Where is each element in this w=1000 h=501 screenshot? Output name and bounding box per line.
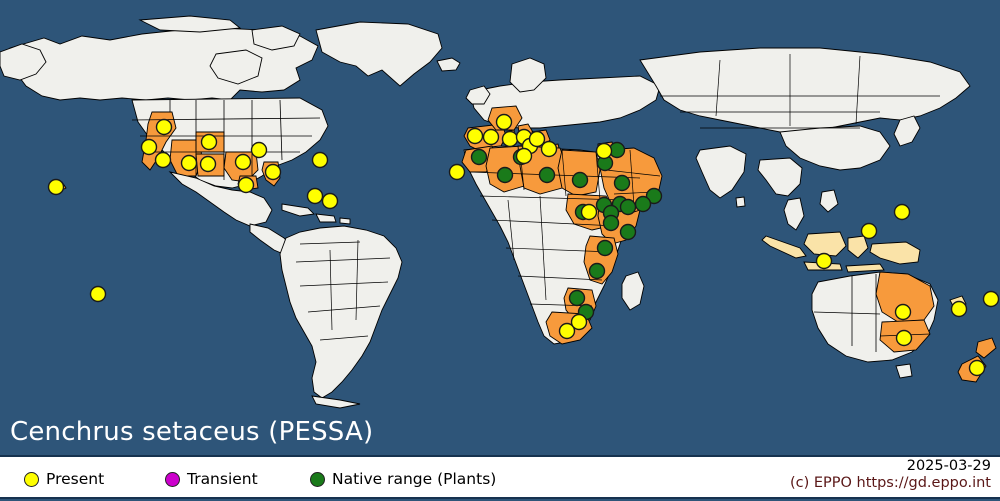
cuba [281, 203, 315, 217]
present-markers[interactable] [47, 113, 1000, 377]
present-marker[interactable] [321, 192, 339, 210]
present-marker[interactable] [540, 140, 558, 158]
legend-item-present[interactable]: Present [24, 469, 104, 489]
mexico [168, 171, 273, 227]
indonesia-borneo [803, 231, 847, 257]
native-marker[interactable] [568, 289, 586, 307]
present-marker[interactable] [982, 290, 1000, 308]
lesser-sunda-islands [845, 263, 885, 273]
native-marker[interactable] [602, 214, 620, 232]
present-marker[interactable] [815, 252, 833, 270]
present-marker[interactable] [180, 154, 198, 172]
baffin-island [251, 25, 301, 51]
malay-peninsula [783, 197, 805, 231]
southeast-asia [757, 157, 803, 197]
present-marker[interactable] [47, 178, 65, 196]
credit-block: 2025-03-29 (c) EPPO https://gd.eppo.int [790, 458, 991, 492]
present-marker[interactable] [200, 133, 218, 151]
new-zealand-north [975, 337, 997, 359]
present-marker[interactable] [199, 155, 217, 173]
present-marker[interactable] [895, 329, 913, 347]
native-marker[interactable] [496, 166, 514, 184]
map-source-link[interactable]: (c) EPPO https://gd.eppo.int [789, 474, 991, 491]
native-marker[interactable] [645, 187, 663, 205]
indonesia-sulawesi [847, 235, 869, 259]
hudson-bay-cut [209, 49, 263, 85]
present-marker[interactable] [501, 130, 519, 148]
present-marker[interactable] [894, 303, 912, 321]
legend-label-native-range: Native range (Plants) [332, 470, 497, 488]
greenland [315, 21, 443, 87]
map-title-bar: Cenchrus setaceus (PESSA) [0, 411, 1000, 455]
native-marker[interactable] [619, 198, 637, 216]
native-marker[interactable] [619, 223, 637, 241]
present-marker[interactable] [466, 127, 484, 145]
japan [893, 115, 921, 147]
native-marker[interactable] [634, 195, 652, 213]
legend-item-transient[interactable]: Transient [165, 469, 258, 489]
present-marker[interactable] [237, 176, 255, 194]
tasmania [895, 363, 913, 379]
present-marker[interactable] [154, 151, 172, 169]
british-isles [465, 85, 491, 105]
legend-item-native-range[interactable]: Native range (Plants) [310, 469, 496, 489]
present-marker[interactable] [264, 163, 282, 181]
map-date: 2025-03-29 [906, 458, 991, 474]
iceland [436, 57, 461, 72]
present-marker[interactable] [306, 187, 324, 205]
map-legend: Present Transient Native range (Plants) [0, 455, 1000, 499]
scandinavia [509, 57, 547, 93]
present-marker[interactable] [570, 313, 588, 331]
present-marker[interactable] [155, 118, 173, 136]
native-range-circle-marker-icon [310, 471, 325, 487]
puerto-rico [339, 217, 351, 225]
transient-circle-marker-icon [165, 471, 180, 487]
page-title: Cenchrus setaceus (PESSA) [10, 417, 374, 447]
present-marker[interactable] [311, 151, 329, 169]
native-marker[interactable] [571, 171, 589, 189]
present-marker[interactable] [89, 285, 107, 303]
world-map-svg[interactable] [0, 0, 1000, 411]
present-marker[interactable] [234, 153, 252, 171]
present-marker[interactable] [140, 138, 158, 156]
present-marker[interactable] [950, 300, 968, 318]
present-marker[interactable] [580, 203, 598, 221]
present-circle-marker-icon [24, 471, 39, 487]
present-marker[interactable] [860, 222, 878, 240]
present-marker[interactable] [968, 359, 986, 377]
legend-label-present: Present [46, 470, 105, 488]
arctic-islands [138, 15, 242, 33]
alaska [0, 43, 47, 81]
indonesia-sumatra [761, 235, 807, 259]
map-canvas[interactable]: Cenchrus setaceus (PESSA) [0, 0, 1000, 455]
native-marker[interactable] [588, 262, 606, 280]
native-marker[interactable] [538, 166, 556, 184]
present-marker[interactable] [558, 322, 576, 340]
present-marker[interactable] [448, 163, 466, 181]
legend-label-transient: Transient [187, 470, 258, 488]
russia-asia [639, 47, 971, 135]
present-marker[interactable] [893, 203, 911, 221]
papua-new-guinea [869, 241, 921, 265]
india [695, 145, 747, 199]
present-marker[interactable] [595, 142, 613, 160]
philippines [819, 189, 839, 213]
madagascar [621, 271, 645, 311]
hispaniola [315, 213, 337, 223]
antarctic-edge [311, 395, 361, 409]
native-marker[interactable] [613, 174, 631, 192]
present-marker[interactable] [250, 141, 268, 159]
south-america [279, 225, 403, 399]
east-asia [779, 125, 891, 171]
present-marker[interactable] [495, 113, 513, 131]
present-marker[interactable] [515, 147, 533, 165]
present-marker[interactable] [482, 128, 500, 146]
sri-lanka [735, 196, 746, 208]
asia-borders [660, 54, 940, 129]
present-marker[interactable] [528, 130, 546, 148]
native-marker[interactable] [470, 148, 488, 166]
south-america-borders [295, 239, 391, 341]
native-marker[interactable] [596, 239, 614, 257]
